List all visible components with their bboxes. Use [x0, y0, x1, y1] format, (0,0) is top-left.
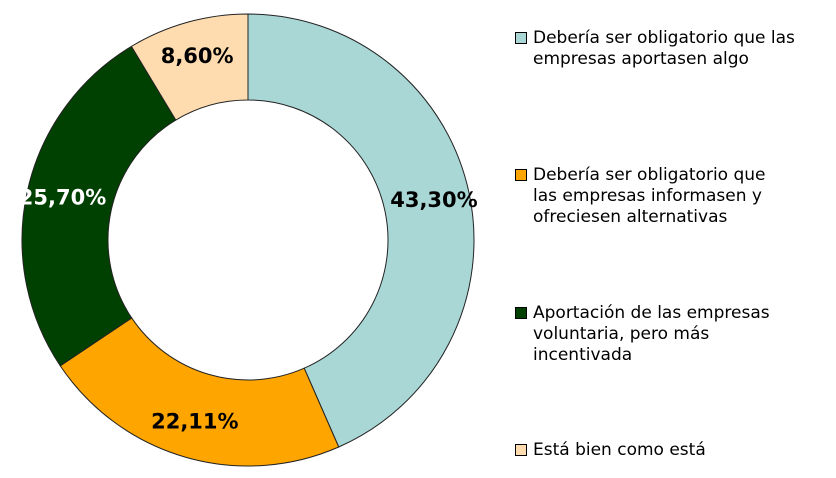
legend-swatch: [515, 32, 527, 44]
donut-segment: [59, 317, 340, 467]
donut-segment: [21, 45, 177, 367]
value-label: 22,11%: [151, 409, 238, 433]
value-label: 43,30%: [390, 188, 477, 212]
legend-entry: Aportación de las empresas voluntaria, p…: [515, 303, 835, 366]
value-label: 8,60%: [161, 44, 234, 68]
legend-label: Está bien como está: [533, 440, 706, 460]
legend-label: Debería ser obligatorio que las empresas…: [533, 165, 766, 227]
donut-segment: [130, 13, 249, 121]
legend-label: Debería ser obligatorio que las empresas…: [533, 28, 795, 69]
legend-swatch: [515, 169, 527, 181]
legend-swatch: [515, 444, 527, 456]
legend-entry: Debería ser obligatorio que las empresas…: [515, 28, 835, 70]
legend-swatch: [515, 307, 527, 319]
legend-label: Aportación de las empresas voluntaria, p…: [533, 303, 770, 365]
legend-entry: Está bien como está: [515, 440, 835, 461]
donut-segment: [247, 13, 475, 448]
legend-entry: Debería ser obligatorio que las empresas…: [515, 165, 835, 228]
value-label: 25,70%: [19, 186, 106, 210]
